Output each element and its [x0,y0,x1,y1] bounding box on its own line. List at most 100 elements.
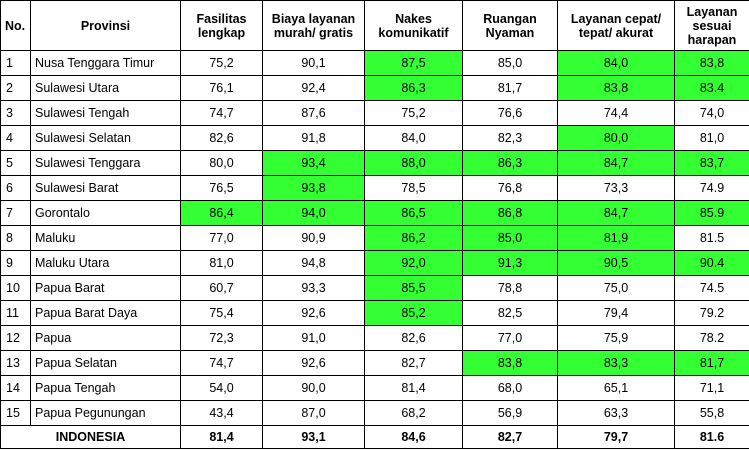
header-provinsi: Provinsi [30,0,181,51]
table-body: 1 Nusa Tenggara Timur 75,2 90,1 87,5 85,0 84,0… [0,50,749,426]
table-row: 10 Papua Barat 60,7 93,3 85,5 78,8 75,0 74.5 [0,275,749,301]
cell-layanan-cepat: 84,7 [557,150,675,176]
cell-biaya-layanan: 94,0 [262,200,365,226]
cell-biaya-layanan: 92,6 [262,300,365,326]
cell-layanan-sesuai-harapan: 85.9 [674,200,749,226]
cell-biaya-layanan: 87,0 [262,400,365,426]
header-layanan-cepat: Layanan cepat/ tepat/ akurat [557,0,675,51]
province-name: Papua Tengah [30,375,181,401]
cell-nakes-komunikatif: 81,4 [364,375,463,401]
cell-layanan-cepat: 73,3 [557,175,675,201]
cell-biaya-layanan: 93,4 [262,150,365,176]
cell-biaya-layanan: 92,4 [262,75,365,101]
province-name: Papua [30,325,181,351]
cell-fasilitas-lengkap: 74,7 [180,100,263,126]
cell-ruangan-nyaman: 78,8 [462,275,558,301]
province-name: Gorontalo [30,200,181,226]
cell-layanan-sesuai-harapan: 78.2 [674,325,749,351]
row-number: 4 [0,125,31,151]
table-row: 13 Papua Selatan 74,7 92,6 82,7 83,8 83,3 81,7 [0,350,749,376]
header-biaya-layanan: Biaya layanan murah/ gratis [262,0,365,51]
cell-layanan-sesuai-harapan: 81,0 [674,125,749,151]
province-name: Sulawesi Barat [30,175,181,201]
cell-ruangan-nyaman: 82,3 [462,125,558,151]
cell-biaya-layanan: 91,8 [262,125,365,151]
cell-layanan-cepat: 63,3 [557,400,675,426]
cell-biaya-layanan: 93,3 [262,275,365,301]
cell-biaya-layanan: 87,6 [262,100,365,126]
cell-biaya-layanan: 91,0 [262,325,365,351]
row-number: 14 [0,375,31,401]
total-row: INDONESIA 81,4 93,1 84,6 82,7 79,7 81.6 [0,425,749,449]
total-biaya-layanan: 93,1 [262,425,365,449]
province-name: Sulawesi Selatan [30,125,181,151]
row-number: 3 [0,100,31,126]
cell-biaya-layanan: 93,8 [262,175,365,201]
table-row: 11 Papua Barat Daya 75,4 92,6 85,2 82,5 79,4 79… [0,300,749,326]
cell-ruangan-nyaman: 83,8 [462,350,558,376]
cell-fasilitas-lengkap: 54,0 [180,375,263,401]
cell-nakes-komunikatif: 68,2 [364,400,463,426]
cell-layanan-cepat: 81,9 [557,225,675,251]
cell-fasilitas-lengkap: 43,4 [180,400,263,426]
row-number: 10 [0,275,31,301]
province-name: Papua Pegunungan [30,400,181,426]
cell-fasilitas-lengkap: 86,4 [180,200,263,226]
province-name: Nusa Tenggara Timur [30,50,181,76]
total-fasilitas-lengkap: 81,4 [180,425,263,449]
row-number: 2 [0,75,31,101]
cell-fasilitas-lengkap: 75,4 [180,300,263,326]
cell-layanan-sesuai-harapan: 79.2 [674,300,749,326]
cell-ruangan-nyaman: 68,0 [462,375,558,401]
cell-fasilitas-lengkap: 74,7 [180,350,263,376]
table-row: 15 Papua Pegunungan 43,4 87,0 68,2 56,9 63,3 55… [0,400,749,426]
table-row: 9 Maluku Utara 81,0 94,8 92,0 91,3 90,5 90.4 [0,250,749,276]
cell-nakes-komunikatif: 82,6 [364,325,463,351]
total-layanan-cepat: 79,7 [557,425,675,449]
cell-layanan-sesuai-harapan: 71,1 [674,375,749,401]
cell-nakes-komunikatif: 78,5 [364,175,463,201]
cell-nakes-komunikatif: 92,0 [364,250,463,276]
cell-biaya-layanan: 90,9 [262,225,365,251]
cell-nakes-komunikatif: 86,5 [364,200,463,226]
table-row: 6 Sulawesi Barat 76,5 93,8 78,5 76,8 73,3 74.9 [0,175,749,201]
row-number: 7 [0,200,31,226]
cell-nakes-komunikatif: 86,3 [364,75,463,101]
province-name: Sulawesi Tengah [30,100,181,126]
header-ruangan-nyaman: Ruangan Nyaman [462,0,558,51]
cell-fasilitas-lengkap: 77,0 [180,225,263,251]
cell-nakes-komunikatif: 85,2 [364,300,463,326]
row-number: 12 [0,325,31,351]
cell-ruangan-nyaman: 91,3 [462,250,558,276]
cell-layanan-sesuai-harapan: 81.5 [674,225,749,251]
total-nakes-komunikatif: 84,6 [364,425,463,449]
cell-biaya-layanan: 94,8 [262,250,365,276]
cell-layanan-sesuai-harapan: 83.4 [674,75,749,101]
cell-ruangan-nyaman: 85,0 [462,225,558,251]
cell-nakes-komunikatif: 86,2 [364,225,463,251]
cell-fasilitas-lengkap: 76,5 [180,175,263,201]
row-number: 5 [0,150,31,176]
row-number: 1 [0,50,31,76]
cell-layanan-sesuai-harapan: 74.9 [674,175,749,201]
cell-fasilitas-lengkap: 82,6 [180,125,263,151]
total-label: INDONESIA [0,425,181,449]
cell-layanan-cepat: 74,4 [557,100,675,126]
cell-nakes-komunikatif: 88,0 [364,150,463,176]
cell-ruangan-nyaman: 86,3 [462,150,558,176]
cell-layanan-cepat: 80,0 [557,125,675,151]
cell-fasilitas-lengkap: 72,3 [180,325,263,351]
cell-layanan-sesuai-harapan: 90.4 [674,250,749,276]
total-layanan-sesuai-harapan: 81.6 [674,425,749,449]
province-name: Papua Barat [30,275,181,301]
cell-layanan-cepat: 65,1 [557,375,675,401]
row-number: 11 [0,300,31,326]
cell-ruangan-nyaman: 82,5 [462,300,558,326]
cell-nakes-komunikatif: 87,5 [364,50,463,76]
cell-ruangan-nyaman: 76,6 [462,100,558,126]
table-row: 1 Nusa Tenggara Timur 75,2 90,1 87,5 85,0 84,0… [0,50,749,76]
header-fasilitas-lengkap: Fasilitas lengkap [180,0,263,51]
row-number: 6 [0,175,31,201]
table-row: 3 Sulawesi Tengah 74,7 87,6 75,2 76,6 74,4 74,0 [0,100,749,126]
row-number: 8 [0,225,31,251]
